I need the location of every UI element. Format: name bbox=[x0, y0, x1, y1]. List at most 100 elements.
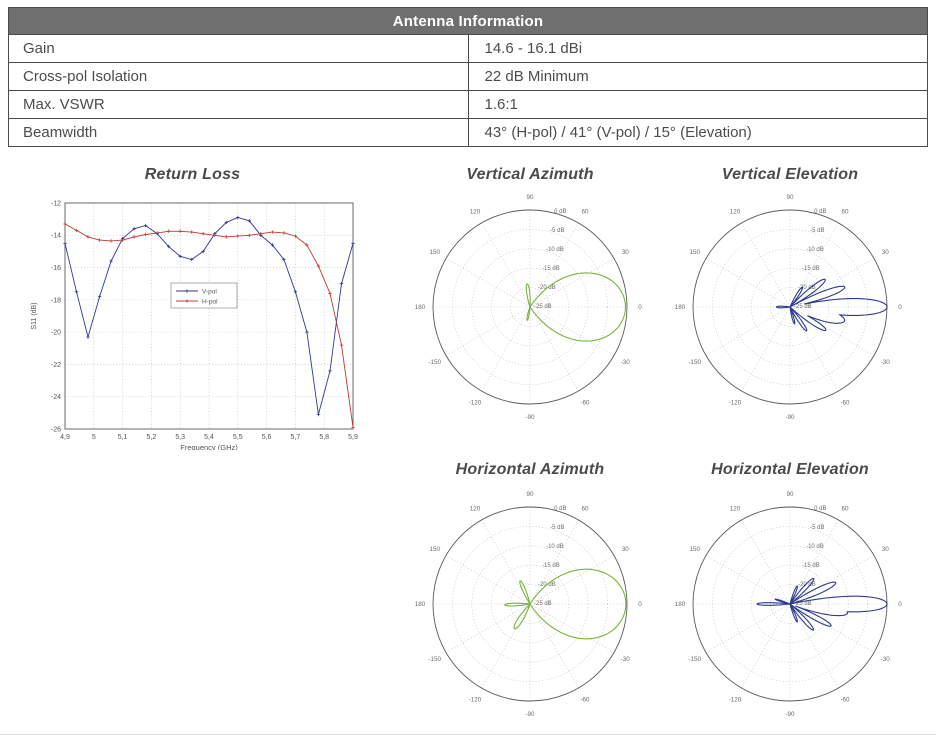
svg-text:-16: -16 bbox=[51, 265, 61, 272]
svg-text:120: 120 bbox=[470, 506, 481, 513]
svg-text:0 dB: 0 dB bbox=[814, 209, 826, 215]
svg-text:0 dB: 0 dB bbox=[554, 506, 566, 512]
table-row: Max. VSWR 1.6:1 bbox=[8, 90, 928, 119]
vertical-azimuth-polar-chart: 0 30 60 90 120 150 180 -150 -120 -90 -60 -30 0 dB -5 … bbox=[415, 194, 643, 421]
svg-text:-25 dB: -25 dB bbox=[794, 304, 812, 310]
return-loss-title: Return Loss bbox=[144, 166, 241, 183]
svg-text:-15 dB: -15 dB bbox=[542, 266, 560, 272]
svg-text:-30: -30 bbox=[621, 359, 631, 366]
svg-text:30: 30 bbox=[622, 249, 630, 256]
svg-text:-30: -30 bbox=[621, 656, 631, 663]
svg-text:-90: -90 bbox=[525, 711, 535, 718]
svg-text:5,5: 5,5 bbox=[233, 434, 243, 441]
svg-text:60: 60 bbox=[841, 506, 849, 513]
vertical-elevation-title: Vertical Elevation bbox=[721, 166, 859, 183]
row-label-vswr: Max. VSWR bbox=[8, 90, 469, 119]
svg-text:5,9: 5,9 bbox=[348, 434, 358, 441]
svg-text:-22: -22 bbox=[51, 362, 61, 369]
svg-text:-14: -14 bbox=[51, 233, 61, 240]
svg-text:150: 150 bbox=[429, 249, 440, 256]
svg-text:-5 dB: -5 dB bbox=[550, 525, 564, 531]
svg-text:150: 150 bbox=[689, 546, 700, 553]
svg-text:5,4: 5,4 bbox=[204, 434, 214, 441]
svg-text:0: 0 bbox=[898, 304, 902, 311]
svg-text:-20 dB: -20 dB bbox=[798, 285, 816, 291]
svg-text:-12: -12 bbox=[51, 200, 61, 207]
svg-text:0 dB: 0 dB bbox=[814, 506, 826, 512]
svg-text:-25 dB: -25 dB bbox=[534, 304, 552, 310]
svg-text:H-pol: H-pol bbox=[202, 298, 218, 305]
svg-text:-120: -120 bbox=[469, 696, 482, 703]
row-label-gain: Gain bbox=[8, 34, 469, 63]
horizontal-azimuth-polar-chart: 0 30 60 90 120 150 180 -150 -120 -90 -60 -30 0 dB -5 … bbox=[415, 491, 643, 718]
svg-text:90: 90 bbox=[526, 194, 534, 201]
svg-text:-150: -150 bbox=[428, 656, 441, 663]
antenna-info-table: Antenna Information Gain 14.6 - 16.1 dBi… bbox=[8, 7, 928, 147]
svg-text:-18: -18 bbox=[51, 297, 61, 304]
svg-text:-10 dB: -10 dB bbox=[546, 247, 564, 253]
svg-text:30: 30 bbox=[882, 546, 890, 553]
svg-text:0: 0 bbox=[638, 601, 642, 608]
svg-text:-120: -120 bbox=[729, 696, 742, 703]
svg-text:120: 120 bbox=[730, 506, 741, 513]
svg-text:-150: -150 bbox=[688, 359, 701, 366]
svg-text:-15 dB: -15 dB bbox=[802, 266, 820, 272]
svg-text:4,9: 4,9 bbox=[60, 434, 70, 441]
svg-text:-25 dB: -25 dB bbox=[534, 601, 552, 607]
svg-text:180: 180 bbox=[675, 304, 686, 311]
svg-text:60: 60 bbox=[581, 209, 589, 216]
row-value-vswr: 1.6:1 bbox=[467, 90, 928, 119]
svg-text:-10 dB: -10 dB bbox=[806, 544, 824, 550]
svg-text:5,2: 5,2 bbox=[147, 434, 157, 441]
svg-text:180: 180 bbox=[415, 304, 426, 311]
svg-text:-5 dB: -5 dB bbox=[550, 228, 564, 234]
svg-text:-60: -60 bbox=[580, 399, 590, 406]
svg-text:-26: -26 bbox=[51, 426, 61, 433]
svg-text:150: 150 bbox=[429, 546, 440, 553]
row-value-beamwidth: 43° (H-pol) / 41° (V-pol) / 15° (Elevati… bbox=[467, 118, 928, 147]
svg-text:-120: -120 bbox=[729, 399, 742, 406]
row-value-gain: 14.6 - 16.1 dBi bbox=[467, 34, 928, 63]
svg-text:90: 90 bbox=[786, 194, 794, 201]
svg-text:-60: -60 bbox=[840, 696, 850, 703]
svg-text:-5 dB: -5 dB bbox=[810, 228, 824, 234]
svg-text:180: 180 bbox=[415, 601, 426, 608]
return-loss-chart: 4,9 5 5,1 5,2 5,3 5,4 5,5 5,6 5,7 5,8 5,9 -12 -14 -16… bbox=[31, 200, 358, 450]
svg-text:0: 0 bbox=[898, 601, 902, 608]
vertical-elevation-polar-chart: 0 30 60 90 120 150 180 -150 -120 -90 -60 -30 0 dB -5 … bbox=[675, 194, 903, 421]
horizontal-elevation-title: Horizontal Elevation bbox=[711, 461, 869, 478]
row-value-crosspol: 22 dB Minimum bbox=[467, 62, 928, 91]
svg-text:0: 0 bbox=[638, 304, 642, 311]
svg-text:Frequency (GHz): Frequency (GHz) bbox=[180, 443, 238, 450]
svg-text:-10 dB: -10 dB bbox=[806, 247, 824, 253]
svg-text:V-pol: V-pol bbox=[202, 288, 217, 295]
svg-text:-24: -24 bbox=[51, 394, 61, 401]
svg-text:-150: -150 bbox=[428, 359, 441, 366]
vertical-azimuth-title: Vertical Azimuth bbox=[466, 166, 594, 183]
svg-text:-150: -150 bbox=[688, 656, 701, 663]
svg-text:5,7: 5,7 bbox=[291, 434, 301, 441]
svg-text:5,1: 5,1 bbox=[118, 434, 128, 441]
table-row: Cross-pol Isolation 22 dB Minimum bbox=[8, 62, 928, 91]
svg-text:-15 dB: -15 dB bbox=[802, 563, 820, 569]
svg-text:-15 dB: -15 dB bbox=[542, 563, 560, 569]
horizontal-elevation-polar-chart: 0 30 60 90 120 150 180 -150 -120 -90 -60 -30 0 dB -5 … bbox=[675, 491, 903, 718]
table-row: Gain 14.6 - 16.1 dBi bbox=[8, 34, 928, 63]
svg-text:5: 5 bbox=[92, 434, 96, 441]
row-label-crosspol: Cross-pol Isolation bbox=[8, 62, 469, 91]
svg-text:60: 60 bbox=[581, 506, 589, 513]
table-row: Beamwidth 43° (H-pol) / 41° (V-pol) / 15… bbox=[8, 118, 928, 147]
svg-text:-10 dB: -10 dB bbox=[546, 544, 564, 550]
svg-text:-25 dB: -25 dB bbox=[794, 601, 812, 607]
horizontal-azimuth-title: Horizontal Azimuth bbox=[455, 461, 605, 478]
svg-text:60: 60 bbox=[841, 209, 849, 216]
svg-text:S11 (dB): S11 (dB) bbox=[31, 302, 38, 329]
svg-text:30: 30 bbox=[622, 546, 630, 553]
svg-text:5,3: 5,3 bbox=[175, 434, 185, 441]
row-label-beamwidth: Beamwidth bbox=[8, 118, 469, 147]
table-header: Antenna Information bbox=[8, 7, 928, 35]
svg-text:0 dB: 0 dB bbox=[554, 209, 566, 215]
svg-text:-90: -90 bbox=[785, 711, 795, 718]
svg-text:120: 120 bbox=[470, 209, 481, 216]
